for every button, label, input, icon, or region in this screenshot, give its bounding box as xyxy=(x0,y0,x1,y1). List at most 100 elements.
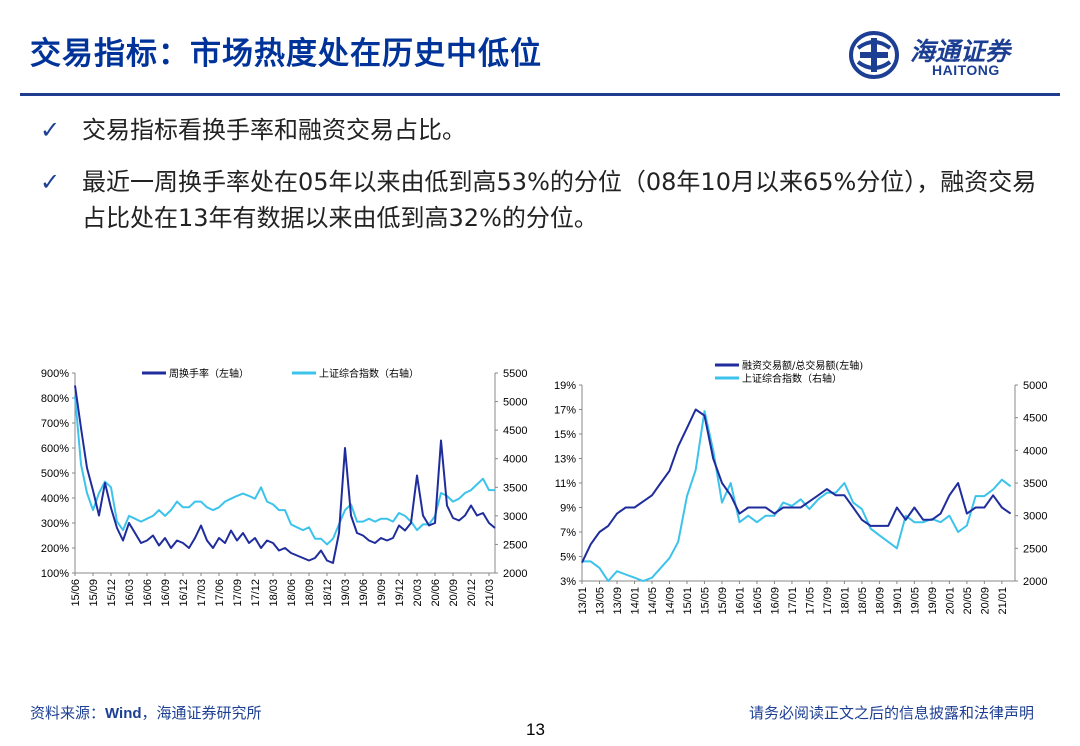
logo-chinese-text: 海通证券 xyxy=(910,37,1011,66)
left-axis-series-line xyxy=(581,408,1012,564)
x-axis-tick-label: 17/05 xyxy=(804,587,816,615)
check-icon: ✓ xyxy=(40,116,61,144)
left-axis-tick-label: 17% xyxy=(554,405,576,417)
bullet-text: 交易指标看换手率和融资交易占比。 xyxy=(82,116,466,144)
x-axis-tick-label: 14/01 xyxy=(629,587,641,615)
x-axis-tick-label: 15/01 xyxy=(682,587,694,615)
left-axis-tick-label: 11% xyxy=(555,478,576,490)
x-axis-tick-label: 16/03 xyxy=(124,579,136,607)
x-axis-tick-label: 20/05 xyxy=(962,587,974,615)
left-axis-tick-label: 200% xyxy=(41,543,69,555)
right-axis-tick-label: 4500 xyxy=(1023,413,1047,425)
left-axis-tick-label: 400% xyxy=(41,493,69,505)
left-axis-tick-label: 800% xyxy=(41,393,69,405)
x-axis-tick-label: 14/09 xyxy=(664,587,676,615)
x-axis-tick-label: 16/05 xyxy=(752,587,764,615)
x-axis-tick-label: 19/05 xyxy=(909,587,921,615)
source-note: 资料来源：Wind，海通证券研究所 xyxy=(30,702,262,723)
right-axis-tick-label: 3000 xyxy=(503,511,527,523)
x-axis-tick-label: 16/09 xyxy=(160,579,172,607)
margin-trading-chart: 19% 17% 15% 13% 11% 9% 7% 5% 3% 5000 4500 4000 3500 3… xyxy=(554,359,1048,615)
legend-label: 上证综合指数（右轴） xyxy=(742,372,842,385)
right-axis-tick-label: 3500 xyxy=(503,482,527,494)
x-axis-tick-label: 19/03 xyxy=(340,579,352,607)
x-axis-tick-label: 18/05 xyxy=(857,587,869,615)
left-axis-tick-label: 9% xyxy=(560,503,576,515)
x-axis-tick-label: 18/12 xyxy=(322,579,334,607)
left-axis-tick-label: 900% xyxy=(41,368,69,380)
right-axis-series-line xyxy=(74,395,495,546)
title-divider xyxy=(20,93,1060,96)
page-title: 交易指标：市场热度处在历史中低位 xyxy=(30,36,542,72)
right-axis-series-line xyxy=(582,410,1012,582)
x-axis-tick-label: 20/06 xyxy=(430,579,442,607)
left-axis-tick-label: 700% xyxy=(41,418,69,430)
x-axis-tick-label: 20/01 xyxy=(944,587,956,615)
x-axis-tick-label: 18/09 xyxy=(304,579,316,607)
left-axis-tick-label: 500% xyxy=(41,468,69,480)
x-axis-tick-label: 15/05 xyxy=(699,587,711,615)
right-axis-tick-label: 3500 xyxy=(1023,478,1047,490)
left-axis-tick-label: 100% xyxy=(41,568,69,580)
left-axis-tick-label: 600% xyxy=(41,443,69,455)
haitong-emblem-icon xyxy=(849,31,899,79)
x-axis-tick-label: 15/12 xyxy=(106,579,118,607)
x-axis-tick-label: 15/06 xyxy=(70,579,82,607)
x-axis-tick-label: 17/03 xyxy=(196,579,208,607)
check-icon: ✓ xyxy=(40,168,61,196)
turnover-rate-chart: 900% 800% 700% 600% 500% 400% 300% 200% 100% 5500… xyxy=(41,367,528,607)
x-axis-tick-label: 17/06 xyxy=(214,579,226,607)
page-number: 13 xyxy=(526,720,545,739)
x-axis-tick-label: 19/09 xyxy=(376,579,388,607)
x-axis-tick-label: 14/05 xyxy=(647,587,659,615)
x-axis-tick-label: 19/06 xyxy=(358,579,370,607)
right-axis-tick-label: 4000 xyxy=(503,454,527,466)
logo-english-text: HAITONG xyxy=(932,62,1000,78)
x-axis-tick-label: 19/01 xyxy=(892,587,904,615)
source-prefix: 资料来源： xyxy=(30,704,106,722)
x-axis-tick-label: 20/12 xyxy=(466,579,478,607)
right-axis-tick-label: 5500 xyxy=(503,368,527,380)
x-axis-tick-label: 18/06 xyxy=(286,579,298,607)
x-axis-tick-label: 13/05 xyxy=(594,587,606,615)
x-axis-tick-label: 15/09 xyxy=(88,579,100,607)
source-wind: Wind xyxy=(105,705,142,722)
x-axis-tick-label: 20/09 xyxy=(979,587,991,615)
x-axis-tick-label: 18/01 xyxy=(839,587,851,615)
right-axis-tick-label: 4000 xyxy=(1023,445,1047,457)
left-axis-series-line xyxy=(74,385,496,564)
x-axis-tick-label: 16/12 xyxy=(178,579,190,607)
left-axis-tick-label: 3% xyxy=(560,576,576,588)
left-axis-tick-label: 7% xyxy=(560,527,576,539)
haitong-logo: 海通证券 HAITONG xyxy=(848,30,1038,80)
x-axis-tick-label: 19/12 xyxy=(394,579,406,607)
left-axis-tick-label: 300% xyxy=(41,518,69,530)
x-axis-tick-label: 21/03 xyxy=(484,579,496,607)
x-axis-tick-label: 17/09 xyxy=(822,587,834,615)
x-axis-tick-label: 15/09 xyxy=(717,587,729,615)
x-axis-tick-label: 16/01 xyxy=(734,587,746,615)
x-axis-tick-label: 16/06 xyxy=(142,579,154,607)
right-axis-tick-label: 4500 xyxy=(503,425,527,437)
left-axis-tick-label: 19% xyxy=(554,380,576,392)
legend-label: 上证综合指数（右轴） xyxy=(319,367,419,380)
bullet-text: 最近一周换手率处在05年以来由低到高53%的分位（08年10月以来65%分位），… xyxy=(82,168,1037,232)
x-axis-tick-label: 19/09 xyxy=(927,587,939,615)
x-axis-tick-label: 20/03 xyxy=(412,579,424,607)
x-axis-tick-label: 13/01 xyxy=(577,587,589,615)
right-axis-tick-label: 5000 xyxy=(503,397,527,409)
legend-label: 融资交易额/总交易额(左轴) xyxy=(742,359,863,372)
right-axis-tick-label: 2000 xyxy=(503,568,527,580)
x-axis-tick-label: 16/09 xyxy=(769,587,781,615)
x-axis-tick-label: 17/09 xyxy=(232,579,244,607)
right-axis-tick-label: 2500 xyxy=(503,539,527,551)
x-axis-tick-label: 17/12 xyxy=(250,579,262,607)
x-axis-tick-label: 17/01 xyxy=(787,587,799,615)
disclaimer: 请务必阅读正文之后的信息披露和法律声明 xyxy=(748,704,1034,722)
x-axis-tick-label: 21/01 xyxy=(997,587,1009,615)
left-axis-tick-label: 13% xyxy=(554,454,576,466)
left-axis-tick-label: 5% xyxy=(560,552,576,564)
x-axis-tick-label: 13/09 xyxy=(612,587,624,615)
left-axis-tick-label: 15% xyxy=(554,429,576,441)
source-suffix: ，海通证券研究所 xyxy=(141,704,262,722)
